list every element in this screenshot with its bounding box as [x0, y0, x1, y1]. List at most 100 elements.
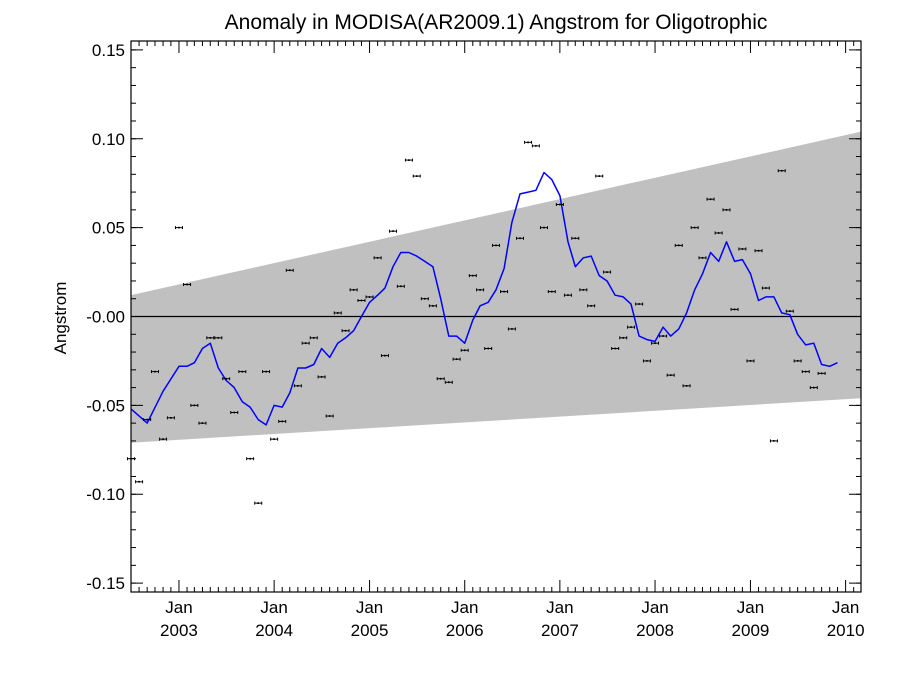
data-point-dot [582, 288, 585, 291]
data-point-dot [328, 415, 331, 418]
data-point-dot [217, 336, 220, 339]
data-point-dot [757, 249, 760, 252]
data-point [293, 384, 302, 388]
data-point [531, 144, 540, 148]
data-point-dot [606, 271, 609, 274]
data-point-dot [733, 308, 736, 311]
x-tick-label: Jan [737, 598, 764, 617]
data-point-dot [344, 329, 347, 332]
y-ticks-layer: 0.15 0.10 0.05 -0.00 -0.05 -0.10 -0.15 [86, 41, 861, 593]
data-point [515, 236, 524, 240]
data-point-dot [630, 326, 633, 329]
data-point [254, 501, 263, 505]
data-point-dot [638, 303, 641, 306]
data-point [270, 437, 279, 441]
data-point [611, 346, 620, 350]
x-tick-label: Jan [451, 598, 478, 617]
data-point-dot [558, 203, 561, 206]
data-point-dot [654, 342, 657, 345]
data-point-dot [645, 359, 648, 362]
data-point [325, 414, 334, 418]
data-point-dot [503, 290, 506, 293]
data-point-dot [487, 347, 490, 350]
chart-title: Anomaly in MODISA(AR2009.1) Angstrom for… [225, 11, 768, 34]
data-point [285, 268, 294, 272]
data-point-dot [225, 377, 228, 380]
data-point-dot [622, 336, 625, 339]
data-point-dot [376, 256, 379, 259]
data-point [769, 439, 778, 443]
data-point [761, 286, 770, 290]
data-point-dot [749, 359, 752, 362]
data-point-dot [669, 374, 672, 377]
data-point [603, 270, 612, 274]
data-point [452, 357, 461, 361]
data-point [444, 380, 453, 384]
band-layer [131, 131, 861, 443]
data-point [174, 226, 183, 230]
series-line [130, 171, 838, 426]
data-point-dot [534, 144, 537, 147]
data-point-dot [614, 347, 617, 350]
data-point [198, 421, 207, 425]
data-point [484, 346, 493, 350]
data-point [738, 247, 747, 251]
data-point [507, 327, 516, 331]
data-point-dot [304, 342, 307, 345]
data-point-dot [233, 411, 236, 414]
data-point-dot [677, 244, 680, 247]
data-point-dot [820, 372, 823, 375]
data-point [357, 299, 366, 303]
x-tick-label: Jan [356, 598, 383, 617]
data-point-dot [463, 349, 466, 352]
y-tick-label: -0.00 [86, 308, 125, 327]
data-point [190, 403, 199, 407]
x-tick-label: Jan [260, 598, 287, 617]
data-point-dot [717, 231, 720, 234]
trend-band [131, 131, 861, 443]
data-point [238, 370, 247, 374]
data-point [571, 236, 580, 240]
data-point-dot [201, 422, 204, 425]
data-point [801, 370, 810, 374]
data-point-dot [423, 297, 426, 300]
data-point-dot [662, 335, 665, 338]
data-point [785, 309, 794, 313]
data-point-dot [312, 336, 315, 339]
data-point-dot [153, 370, 156, 373]
data-point [587, 304, 596, 308]
data-point [777, 169, 786, 173]
data-point [428, 304, 437, 308]
data-point-dot [241, 370, 244, 373]
data-point [619, 336, 628, 340]
points-series-layer [127, 140, 826, 505]
x-tick-year: 2010 [827, 621, 865, 640]
data-point-dot [257, 502, 260, 505]
x-ticks-layer: Jan 2003 Jan 2004 Jan 2005 Jan 2006 Jan 2007 Jan 20… [130, 41, 865, 640]
x-tick-year: 2005 [351, 621, 389, 640]
data-point-dot [764, 287, 767, 290]
data-point-dot [598, 175, 601, 178]
data-point [468, 274, 477, 278]
data-point [730, 307, 739, 311]
data-point-dot [360, 299, 363, 302]
data-point-dot [415, 175, 418, 178]
data-point [135, 480, 144, 484]
data-point-dot [527, 141, 530, 144]
y-tick-label: 0.10 [92, 130, 125, 149]
data-point-dot [169, 416, 172, 419]
data-point-dot [685, 384, 688, 387]
data-point [722, 208, 731, 212]
data-point [389, 229, 398, 233]
y-tick-label: 0.15 [92, 41, 125, 60]
data-point-dot [510, 327, 513, 330]
data-point-dot [796, 359, 799, 362]
data-point-dot [288, 269, 291, 272]
data-point [754, 249, 763, 253]
data-point-dot [693, 226, 696, 229]
data-point-dot [471, 274, 474, 277]
x-tick-label: Jan [641, 598, 668, 617]
x-tick-year: 2009 [732, 621, 770, 640]
data-point-dot [439, 377, 442, 380]
